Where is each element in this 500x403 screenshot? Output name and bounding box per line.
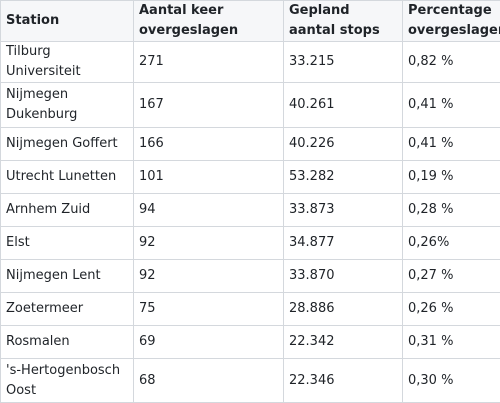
cell-times-skipped: 69 <box>134 326 284 359</box>
cell-times-skipped: 166 <box>134 128 284 161</box>
cell-times-skipped: 68 <box>134 359 284 403</box>
cell-percentage: 0,27 % <box>403 260 500 293</box>
cell-times-skipped: 271 <box>134 42 284 83</box>
cell-percentage: 0,31 % <box>403 326 500 359</box>
cell-station: Nijmegen Dukenburg <box>1 83 134 128</box>
table-row: Utrecht Lunetten 101 53.282 0,19 % <box>1 161 500 194</box>
header-percentage-skipped: Percentage overgeslagen <box>403 1 500 42</box>
cell-planned-stops: 33.873 <box>284 194 403 227</box>
table-row: Zoetermeer 75 28.886 0,26 % <box>1 293 500 326</box>
table-row: Nijmegen Goffert 166 40.226 0,41 % <box>1 128 500 161</box>
cell-percentage: 0,82 % <box>403 42 500 83</box>
cell-percentage: 0,19 % <box>403 161 500 194</box>
cell-times-skipped: 75 <box>134 293 284 326</box>
table-row: Arnhem Zuid 94 33.873 0,28 % <box>1 194 500 227</box>
cell-times-skipped: 92 <box>134 260 284 293</box>
cell-planned-stops: 34.877 <box>284 227 403 260</box>
table-row: 's-Hertogenbosch Oost 68 22.346 0,30 % <box>1 359 500 403</box>
cell-percentage: 0,41 % <box>403 83 500 128</box>
cell-station: Zoetermeer <box>1 293 134 326</box>
cell-percentage: 0,30 % <box>403 359 500 403</box>
cell-percentage: 0,26% <box>403 227 500 260</box>
cell-station: Utrecht Lunetten <box>1 161 134 194</box>
cell-planned-stops: 33.215 <box>284 42 403 83</box>
cell-planned-stops: 22.342 <box>284 326 403 359</box>
cell-times-skipped: 167 <box>134 83 284 128</box>
cell-percentage: 0,26 % <box>403 293 500 326</box>
table-row: Elst 92 34.877 0,26% <box>1 227 500 260</box>
cell-planned-stops: 28.886 <box>284 293 403 326</box>
cell-station: Elst <box>1 227 134 260</box>
cell-planned-stops: 22.346 <box>284 359 403 403</box>
cell-times-skipped: 101 <box>134 161 284 194</box>
cell-station: Nijmegen Goffert <box>1 128 134 161</box>
cell-times-skipped: 94 <box>134 194 284 227</box>
header-times-skipped: Aantal keer overgeslagen <box>134 1 284 42</box>
cell-percentage: 0,41 % <box>403 128 500 161</box>
cell-station: 's-Hertogenbosch Oost <box>1 359 134 403</box>
table-body: Tilburg Universiteit 271 33.215 0,82 % N… <box>1 42 500 403</box>
table-row: Nijmegen Lent 92 33.870 0,27 % <box>1 260 500 293</box>
cell-planned-stops: 40.261 <box>284 83 403 128</box>
table-row: Tilburg Universiteit 271 33.215 0,82 % <box>1 42 500 83</box>
cell-station: Nijmegen Lent <box>1 260 134 293</box>
cell-planned-stops: 53.282 <box>284 161 403 194</box>
cell-planned-stops: 33.870 <box>284 260 403 293</box>
header-station: Station <box>1 1 134 42</box>
header-planned-stops: Gepland aantal stops <box>284 1 403 42</box>
table-row: Nijmegen Dukenburg 167 40.261 0,41 % <box>1 83 500 128</box>
cell-planned-stops: 40.226 <box>284 128 403 161</box>
header-row: Station Aantal keer overgeslagen Gepland… <box>1 1 500 42</box>
cell-percentage: 0,28 % <box>403 194 500 227</box>
cell-station: Arnhem Zuid <box>1 194 134 227</box>
cell-station: Tilburg Universiteit <box>1 42 134 83</box>
table-row: Rosmalen 69 22.342 0,31 % <box>1 326 500 359</box>
cell-times-skipped: 92 <box>134 227 284 260</box>
table-header: Station Aantal keer overgeslagen Gepland… <box>1 1 500 42</box>
cell-station: Rosmalen <box>1 326 134 359</box>
